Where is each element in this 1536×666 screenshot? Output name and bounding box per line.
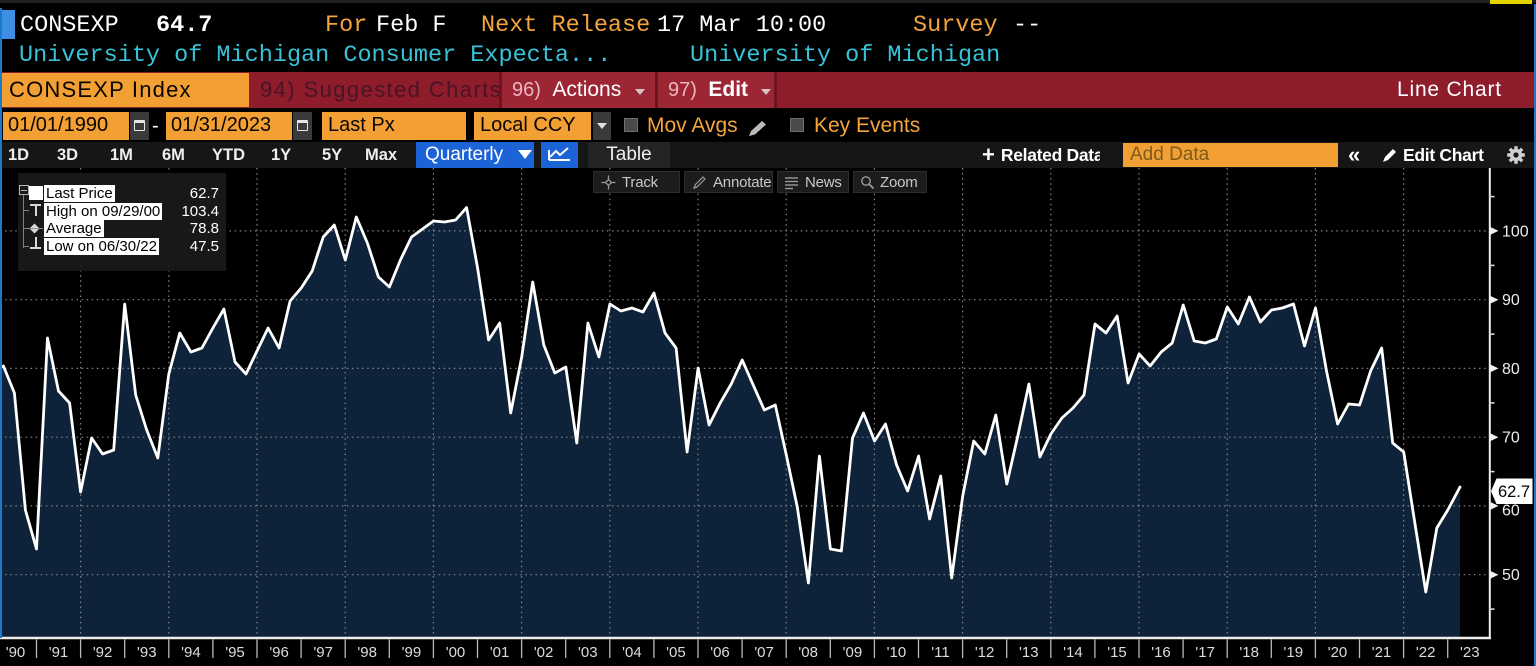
svg-text:80: 80 <box>1502 361 1520 378</box>
svg-text:'93: '93 <box>137 644 157 661</box>
svg-text:'20: '20 <box>1328 644 1348 661</box>
svg-text:'11: '11 <box>931 644 949 661</box>
svg-text:'97: '97 <box>313 644 333 661</box>
svg-text:'06: '06 <box>710 644 730 661</box>
svg-text:'15: '15 <box>1107 644 1127 661</box>
svg-text:'17: '17 <box>1195 644 1215 661</box>
svg-text:'16: '16 <box>1151 644 1171 661</box>
svg-text:'90: '90 <box>6 644 26 661</box>
svg-text:100: 100 <box>1502 223 1529 240</box>
svg-text:'23: '23 <box>1460 644 1480 661</box>
svg-text:60: 60 <box>1502 503 1520 520</box>
svg-text:'22: '22 <box>1416 644 1436 661</box>
svg-text:70: 70 <box>1502 430 1520 447</box>
svg-text:50: 50 <box>1502 567 1520 584</box>
svg-text:'14: '14 <box>1063 644 1083 661</box>
svg-text:'04: '04 <box>622 644 642 661</box>
svg-text:'94: '94 <box>181 644 201 661</box>
svg-text:'91: '91 <box>49 644 69 661</box>
svg-text:'96: '96 <box>269 644 289 661</box>
svg-text:'00: '00 <box>446 644 466 661</box>
svg-text:'19: '19 <box>1284 644 1304 661</box>
svg-text:'01: '01 <box>490 644 510 661</box>
svg-text:90: 90 <box>1502 292 1520 309</box>
svg-text:'92: '92 <box>93 644 113 661</box>
svg-text:'21: '21 <box>1372 644 1392 661</box>
svg-text:'02: '02 <box>534 644 554 661</box>
svg-text:62.7: 62.7 <box>1498 483 1530 501</box>
svg-text:'18: '18 <box>1239 644 1259 661</box>
svg-text:'05: '05 <box>666 644 686 661</box>
svg-text:'08: '08 <box>798 644 818 661</box>
svg-text:'12: '12 <box>975 644 995 661</box>
svg-text:'99: '99 <box>402 644 422 661</box>
svg-text:'13: '13 <box>1019 644 1039 661</box>
svg-text:'03: '03 <box>578 644 598 661</box>
svg-text:'95: '95 <box>225 644 245 661</box>
svg-text:'98: '98 <box>357 644 377 661</box>
svg-text:'09: '09 <box>843 644 863 661</box>
svg-text:'07: '07 <box>754 644 774 661</box>
svg-text:'10: '10 <box>887 644 907 661</box>
